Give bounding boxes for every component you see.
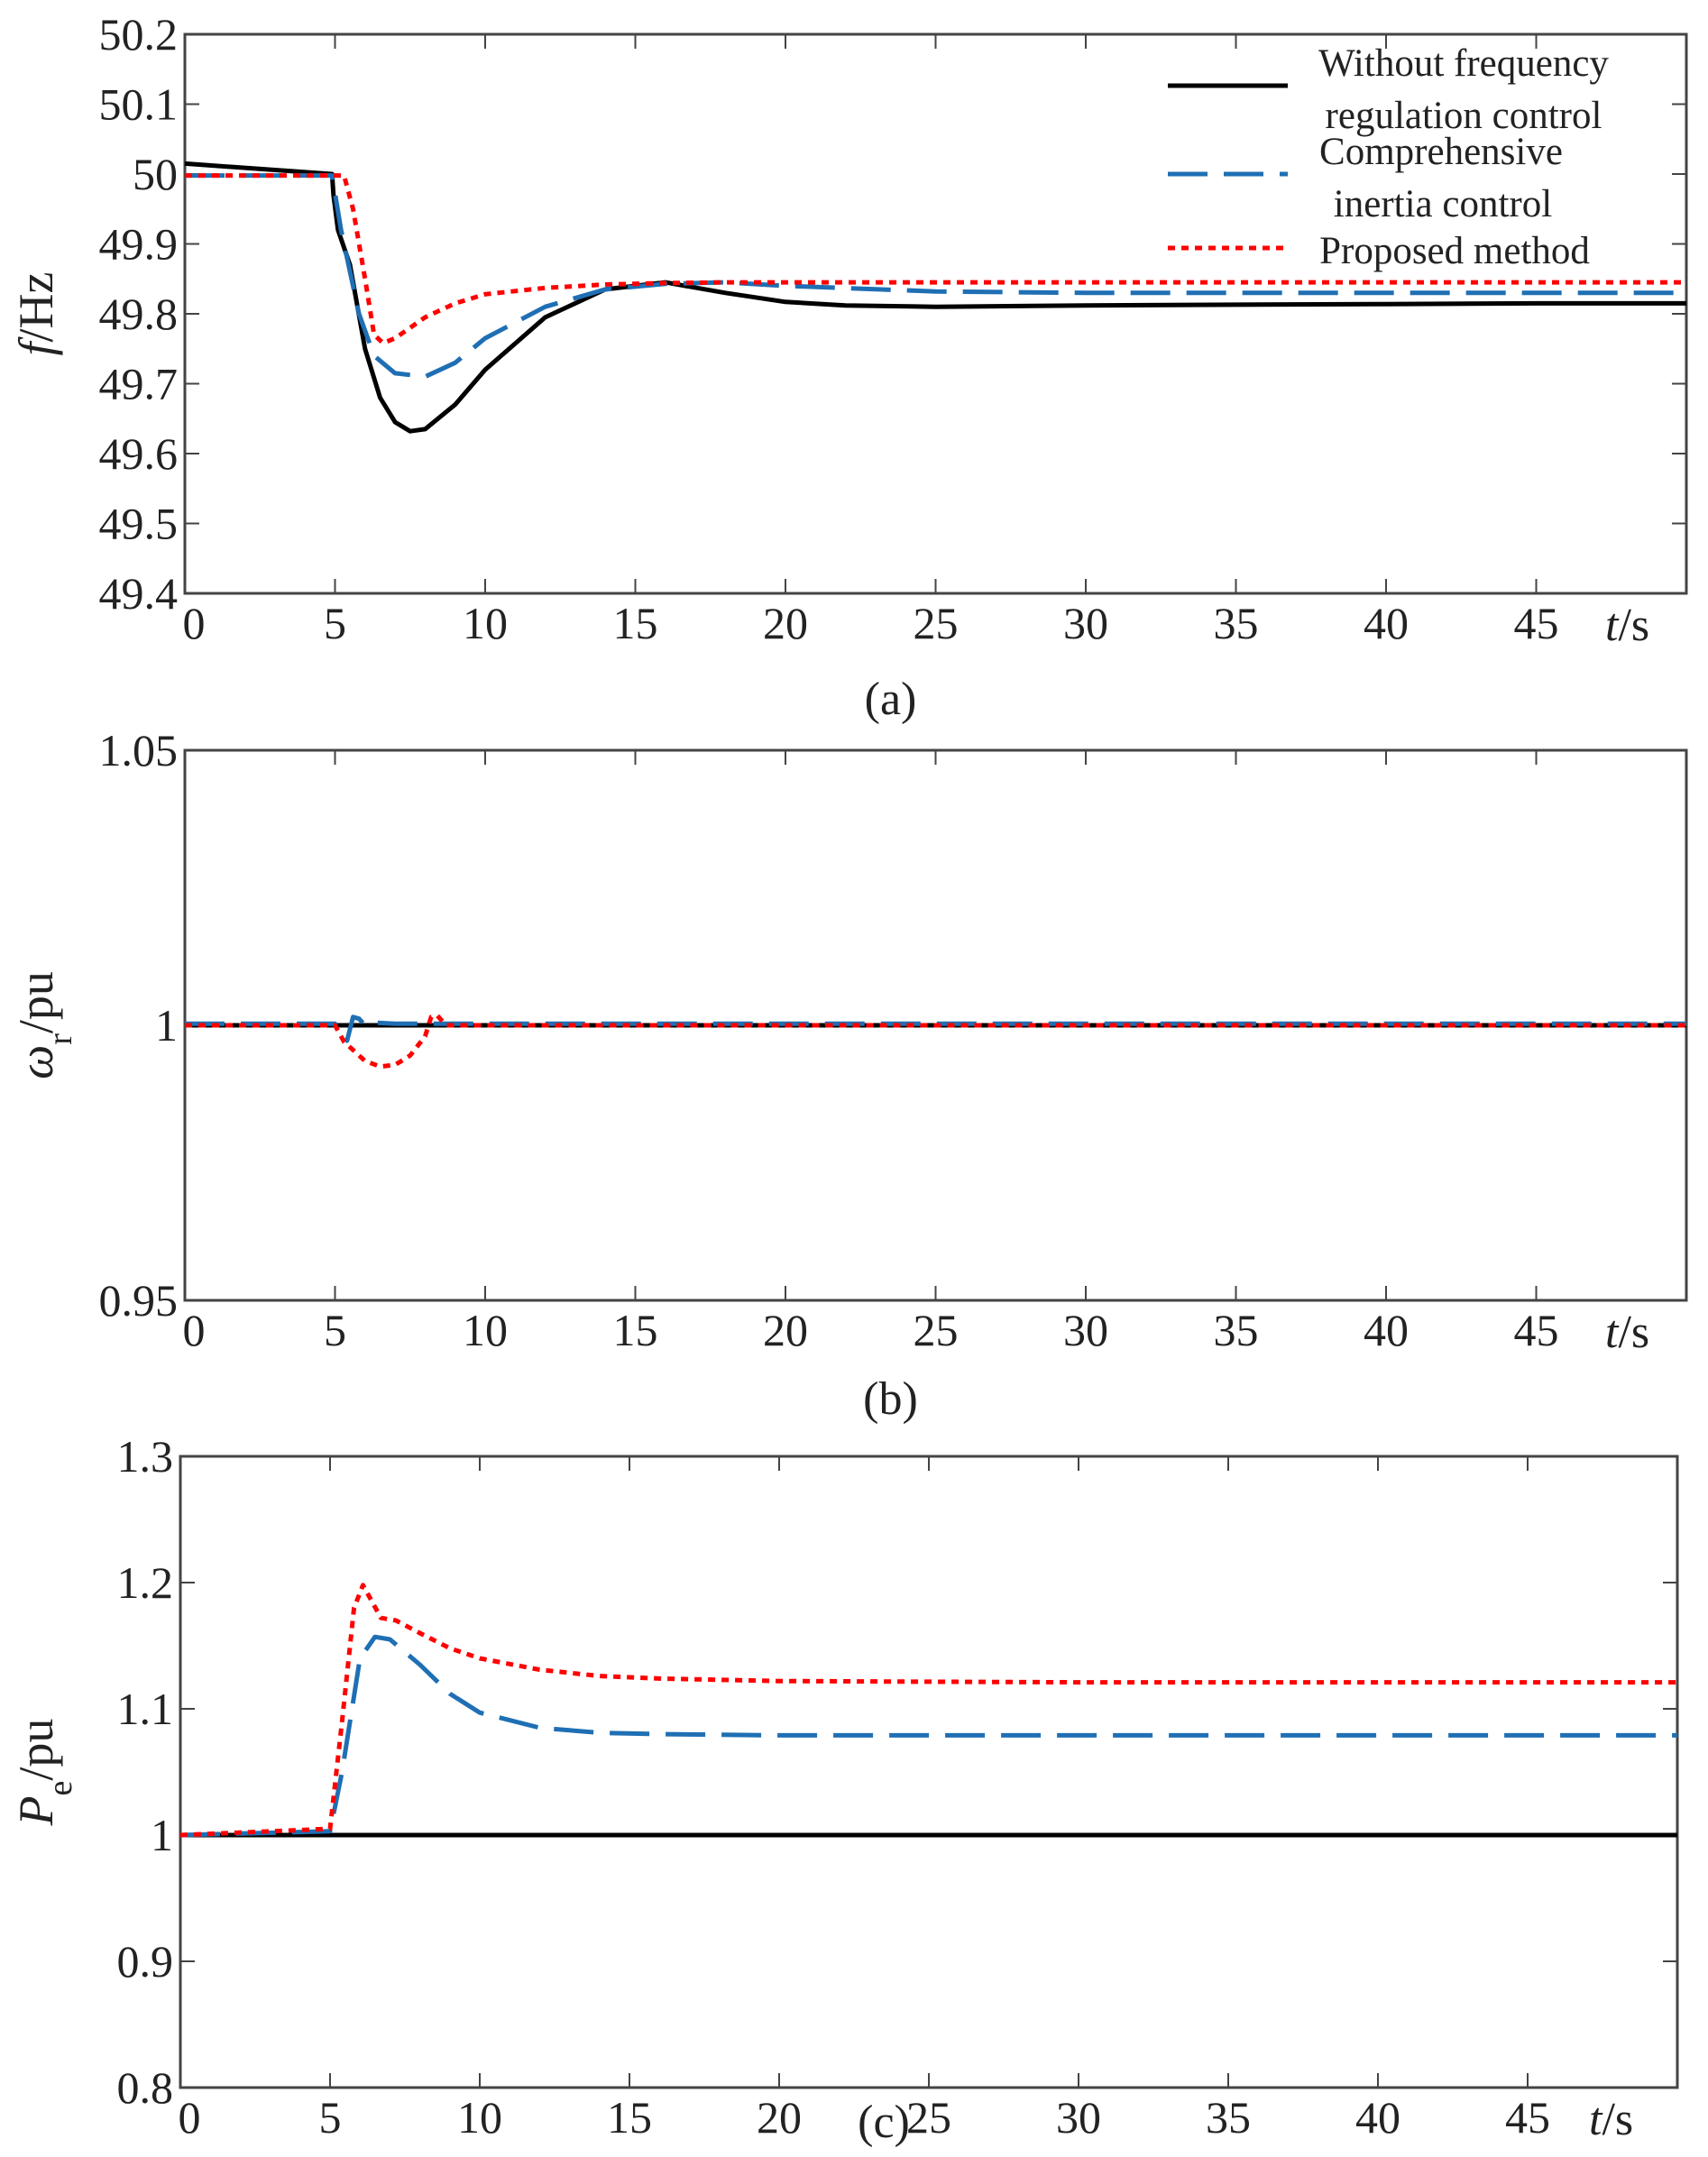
xtick-label-15: 15 bbox=[607, 2092, 652, 2143]
ylabel-a-unit: /Hz bbox=[9, 272, 63, 343]
ylabel-b-sub: r bbox=[41, 1033, 79, 1045]
xtick-label-45: 45 bbox=[1514, 1305, 1559, 1355]
ylabel-a: f/Hz bbox=[9, 272, 63, 356]
ticks-a: 0 5 10 15 20 25 30 35 40 45 49.4 49.5 49.6 49.7 49.8 49… bbox=[99, 9, 1686, 648]
xtick-label-15: 15 bbox=[613, 1305, 658, 1355]
ytick-label-50.1: 50.1 bbox=[99, 79, 179, 130]
series-a bbox=[184, 161, 1686, 434]
xlabel-a-symbol: t bbox=[1605, 600, 1620, 651]
legend-label-without-control-line2: regulation control bbox=[1326, 95, 1602, 137]
ylabel-b: ωr/pu bbox=[9, 971, 79, 1079]
xtick-label-30: 30 bbox=[1063, 598, 1108, 648]
ticks-b: 0 5 10 15 20 25 30 35 40 45 0.95 1 1.05 bbox=[99, 725, 1686, 1355]
ytick-label-1: 1 bbox=[151, 1810, 173, 1860]
xtick-label-35: 35 bbox=[1206, 2092, 1251, 2143]
xtick-label-5: 5 bbox=[319, 2092, 342, 2143]
xtick-label-15: 15 bbox=[613, 598, 658, 648]
ytick-label-1: 1 bbox=[155, 1000, 178, 1051]
ylabel-b-symbol: ω bbox=[9, 1045, 63, 1079]
xtick-label-20: 20 bbox=[763, 598, 808, 648]
ytick-label-49.9: 49.9 bbox=[99, 219, 179, 270]
panel-a: 0 5 10 15 20 25 30 35 40 45 49.4 49.5 49.6 49.7 49.8 49… bbox=[9, 9, 1688, 725]
xtick-label-30: 30 bbox=[1063, 1305, 1108, 1355]
xlabel-a-unit: /s bbox=[1618, 600, 1649, 651]
ytick-label-1.1: 1.1 bbox=[117, 1684, 174, 1734]
xtick-label-30: 30 bbox=[1056, 2092, 1101, 2143]
xlabel-b: t/s bbox=[1605, 1307, 1649, 1358]
caption-c: (c) bbox=[858, 2097, 910, 2148]
xtick-label-20: 20 bbox=[763, 1305, 808, 1355]
xlabel-c: t/s bbox=[1589, 2094, 1633, 2145]
xlabel-a: t/s bbox=[1605, 600, 1649, 651]
ytick-label-50: 50 bbox=[133, 149, 178, 199]
series-line-comprehensive-inertia-control bbox=[185, 173, 1686, 380]
series-line-proposed-method bbox=[179, 1583, 1677, 1838]
ytick-label-49.4: 49.4 bbox=[99, 568, 179, 619]
xtick-label-5: 5 bbox=[324, 598, 346, 648]
xtick-label-0: 0 bbox=[183, 1305, 206, 1355]
legend-label-without-control-line1: Without frequency bbox=[1318, 42, 1609, 85]
ytick-label-0.9: 0.9 bbox=[117, 1936, 174, 1987]
xtick-label-35: 35 bbox=[1214, 1305, 1259, 1355]
legend-label-proposed-method: Proposed method bbox=[1319, 230, 1590, 272]
series-b bbox=[185, 1013, 1686, 1069]
ytick-label-49.6: 49.6 bbox=[99, 428, 179, 479]
series-line-comprehensive-inertia-control bbox=[185, 1014, 1686, 1043]
ytick-label-1.3: 1.3 bbox=[117, 1431, 174, 1482]
xtick-label-10: 10 bbox=[457, 2092, 502, 2143]
caption-a: (a) bbox=[865, 674, 917, 725]
xtick-label-25: 25 bbox=[906, 2092, 951, 2143]
ytick-label-0.95: 0.95 bbox=[99, 1275, 179, 1326]
ytick-label-49.5: 49.5 bbox=[99, 499, 179, 549]
xlabel-b-symbol: t bbox=[1605, 1307, 1620, 1358]
legend-label-comprehensive-line2: inertia control bbox=[1334, 183, 1552, 225]
xtick-label-25: 25 bbox=[914, 1305, 959, 1355]
panel-c: 0 5 10 15 20 25 30 35 40 45 0.8 0.9 1 1.1 1.2 1.3 Pe/pu… bbox=[9, 1431, 1679, 2148]
ylabel-c-symbol: P bbox=[9, 1795, 63, 1826]
xlabel-b-unit: /s bbox=[1618, 1307, 1649, 1358]
xtick-label-0: 0 bbox=[179, 2092, 201, 2143]
ytick-label-50.2: 50.2 bbox=[99, 9, 179, 60]
caption-b: (b) bbox=[863, 1373, 918, 1425]
xtick-label-10: 10 bbox=[463, 1305, 508, 1355]
plot-frame-c bbox=[179, 1455, 1679, 2089]
series-c bbox=[179, 1583, 1677, 1838]
xtick-label-45: 45 bbox=[1514, 598, 1559, 648]
ytick-label-1.2: 1.2 bbox=[117, 1557, 174, 1608]
ytick-label-1.05: 1.05 bbox=[99, 725, 179, 776]
xlabel-c-symbol: t bbox=[1589, 2094, 1603, 2145]
xtick-label-5: 5 bbox=[324, 1305, 346, 1355]
series-line-comprehensive-inertia-control bbox=[179, 1634, 1677, 1838]
xtick-label-40: 40 bbox=[1364, 598, 1409, 648]
ytick-label-49.8: 49.8 bbox=[99, 289, 179, 339]
ytick-label-49.7: 49.7 bbox=[99, 359, 179, 409]
legend-label-comprehensive-line1: Comprehensive bbox=[1319, 131, 1563, 173]
ylabel-b-unit: /pu bbox=[9, 971, 63, 1033]
xtick-label-0: 0 bbox=[183, 598, 206, 648]
ticks-c: 0 5 10 15 20 25 30 35 40 45 0.8 0.9 1 1.1 1.2 1.3 bbox=[117, 1431, 1677, 2143]
legend: Without frequency regulation control Com… bbox=[1168, 42, 1609, 272]
xtick-label-20: 20 bbox=[757, 2092, 802, 2143]
xtick-label-45: 45 bbox=[1505, 2092, 1550, 2143]
xtick-label-35: 35 bbox=[1214, 598, 1259, 648]
xtick-label-40: 40 bbox=[1355, 2092, 1400, 2143]
xtick-label-25: 25 bbox=[914, 598, 959, 648]
ylabel-c: Pe/pu bbox=[9, 1719, 79, 1827]
panel-b: 0 5 10 15 20 25 30 35 40 45 0.95 1 1.05 ωr/pu t/s (b… bbox=[9, 725, 1688, 1425]
xlabel-c-unit: /s bbox=[1602, 2094, 1633, 2145]
ytick-label-0.8: 0.8 bbox=[117, 2062, 174, 2113]
xtick-label-10: 10 bbox=[463, 598, 508, 648]
ylabel-c-unit: /pu bbox=[9, 1719, 63, 1781]
xtick-label-40: 40 bbox=[1364, 1305, 1409, 1355]
ylabel-c-sub: e bbox=[41, 1781, 79, 1796]
